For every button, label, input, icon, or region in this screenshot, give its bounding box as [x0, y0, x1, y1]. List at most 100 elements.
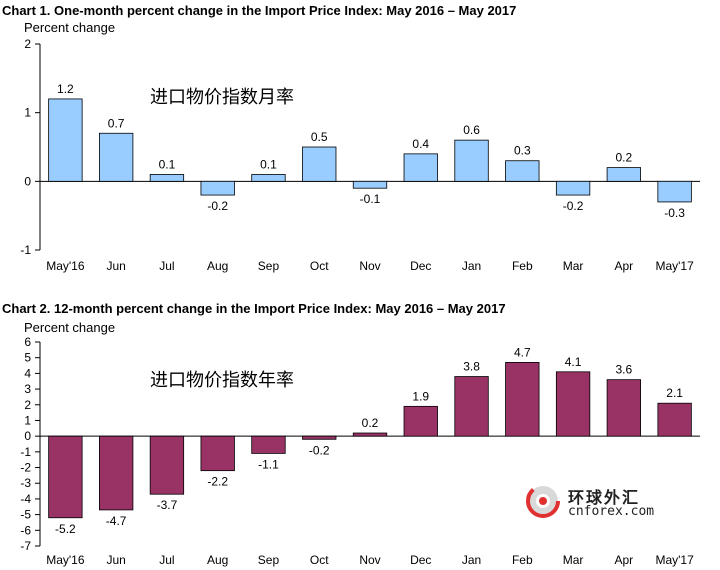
chart1-bar	[657, 180, 692, 203]
chart1-category-label: Feb	[512, 259, 533, 273]
chart2-ytick-label: 6	[24, 335, 31, 349]
chart1-data-label: -0.2	[207, 199, 228, 213]
chart2-ytick-label: 1	[24, 413, 31, 427]
chart1-bar	[302, 146, 337, 182]
chart2-bar	[251, 435, 286, 454]
chart2-data-label: 2.1	[666, 386, 683, 400]
chart1-ylabel: Percent change	[24, 20, 115, 35]
chart1-bar	[200, 180, 235, 196]
chart2-category-label: Jan	[462, 553, 481, 567]
chart2-data-label: 4.7	[514, 345, 531, 359]
chart1-bar	[48, 98, 83, 182]
chart2-bar	[200, 435, 235, 472]
chart2-data-label: -0.2	[309, 443, 330, 457]
chart1-data-label: 1.2	[57, 82, 74, 96]
chart1-category-label: Aug	[207, 259, 228, 273]
chart2-category-label: Dec	[410, 553, 431, 567]
chart2-category-label: Mar	[563, 553, 584, 567]
chart2-title: Chart 2. 12-month percent change in the …	[2, 301, 506, 316]
chart2-category-label: May'16	[46, 553, 85, 567]
chart1-data-label: -0.3	[664, 206, 685, 220]
chart2-ytick-label: 0	[24, 429, 31, 443]
chart2-category-label: May'17	[655, 553, 694, 567]
cnforex-logo-icon	[526, 484, 560, 518]
chart2-category-label: Jun	[106, 553, 125, 567]
chart1-data-label: -0.1	[360, 192, 381, 206]
chart2-ytick-label: -2	[20, 461, 31, 475]
chart2-data-label: -1.1	[258, 457, 279, 471]
chart1-data-label: 0.1	[159, 157, 176, 171]
chart2-bar	[657, 402, 692, 437]
chart1-bar	[454, 139, 489, 182]
chart2-category-label: Aug	[207, 553, 228, 567]
chart1-bar	[505, 160, 540, 182]
chart1-category-label: Jun	[106, 259, 125, 273]
chart1-data-label: 0.3	[514, 144, 531, 158]
chart1-category-label: Jan	[462, 259, 481, 273]
chart2-category-label: Sep	[258, 553, 280, 567]
chart2-bar	[454, 376, 489, 437]
chart1-bar	[352, 180, 388, 189]
chart1-bar	[606, 167, 641, 182]
chart2-bar	[606, 379, 641, 437]
chart1-bar	[149, 174, 185, 182]
chart1-annotation: 进口物价指数月率	[150, 87, 294, 108]
chart2-ytick-label: -1	[20, 445, 31, 459]
chart2-data-label: -4.7	[106, 514, 127, 528]
chart2-ylabel: Percent change	[24, 320, 115, 335]
chart1-data-label: 0.5	[311, 130, 328, 144]
chart1-plot: Percent change 2 1 0 -1 1.2 May'16 0.7 Jun 0.1 Jul…	[20, 20, 700, 273]
chart2-bar	[48, 435, 83, 519]
chart1-category-label: May'16	[46, 259, 85, 273]
chart1-category-label: Jul	[159, 259, 174, 273]
chart1-category-label: Apr	[615, 259, 634, 273]
chart1-bar	[555, 180, 591, 196]
chart1-ytick-label: 1	[24, 106, 31, 120]
chart2-bar	[302, 435, 337, 440]
chart2-ytick-label: 5	[24, 351, 31, 365]
chart1-ytick-label: -1	[20, 243, 31, 257]
cnforex-watermark: 环球外汇 cnforex.com	[526, 482, 666, 522]
chart1-data-label: 0.6	[463, 123, 480, 137]
watermark-chinese-name: 环球外汇	[568, 488, 641, 507]
chart2-category-label: Nov	[359, 553, 380, 567]
chart2-data-label: 4.1	[565, 355, 582, 369]
chart2-bar	[505, 362, 540, 437]
chart1-category-label: Sep	[258, 259, 280, 273]
chart2-ytick-label: 4	[24, 366, 31, 380]
chart1-bar	[99, 132, 134, 182]
watermark-domain: cnforex.com	[568, 504, 655, 519]
chart2-data-label: 3.8	[463, 360, 480, 374]
chart2-annotation: 进口物价指数年率	[150, 370, 294, 391]
chart1-bar	[251, 174, 286, 182]
chart2-category-label: Apr	[615, 553, 634, 567]
chart1-data-label: 0.2	[616, 151, 633, 165]
chart1-category-label: May'17	[655, 259, 694, 273]
chart2-category-label: Feb	[512, 553, 533, 567]
chart1-category-label: Mar	[563, 259, 584, 273]
chart2-ytick-label: -3	[20, 476, 31, 490]
chart1-ytick-label: 0	[24, 174, 31, 188]
chart2-ytick-label: -6	[20, 523, 31, 537]
chart2-data-label: 3.6	[616, 363, 633, 377]
chart2-ytick-label: -7	[20, 539, 31, 553]
chart2-data-label: -5.2	[55, 522, 76, 536]
chart2-category-label: Oct	[310, 553, 329, 567]
chart2-ytick-label: -4	[20, 492, 31, 506]
chart1-data-label: 0.4	[412, 137, 429, 151]
chart2-bar	[555, 371, 591, 437]
chart1-title: Chart 1. One-month percent change in the…	[2, 3, 517, 18]
chart1-data-label: 0.1	[260, 157, 277, 171]
chart1-data-label: 0.7	[108, 116, 125, 130]
chart1-category-label: Nov	[359, 259, 380, 273]
chart2-category-label: Jul	[159, 553, 174, 567]
chart2-data-label: 1.9	[412, 389, 429, 403]
chart2-data-label: -3.7	[157, 498, 178, 512]
chart2-ytick-label: 3	[24, 382, 31, 396]
chart2-bar	[352, 432, 388, 437]
chart1-data-label: -0.2	[563, 199, 584, 213]
chart2-data-label: 0.2	[362, 416, 379, 430]
chart1-category-label: Oct	[310, 259, 329, 273]
chart1-category-label: Dec	[410, 259, 431, 273]
